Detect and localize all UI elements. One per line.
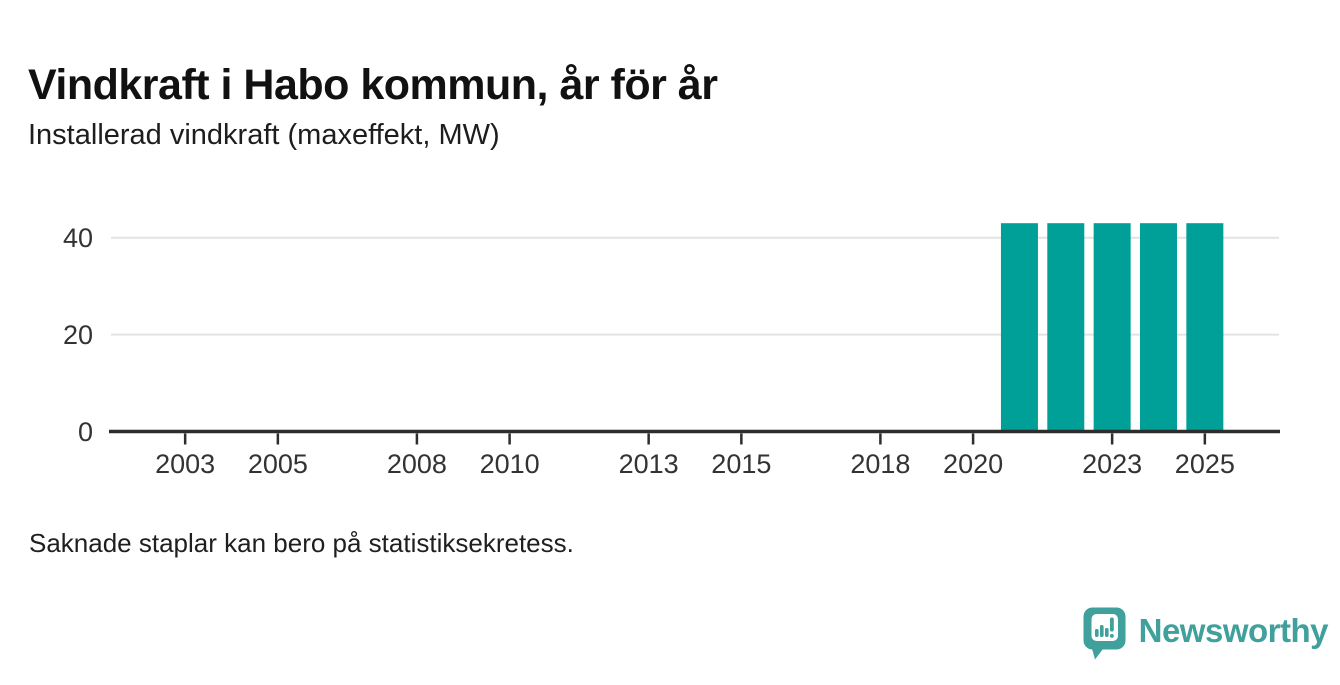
x-tick-label-2015: 2015 <box>711 449 771 479</box>
bar-2025[interactable] <box>1186 223 1224 432</box>
bar-2024[interactable] <box>1139 223 1177 432</box>
x-tick-label-2023: 2023 <box>1082 449 1142 479</box>
logo-bar-1 <box>1094 628 1099 637</box>
logo-bar-2 <box>1099 624 1104 637</box>
newsworthy-wordmark: Newsworthy <box>1138 611 1329 649</box>
x-tick-label-2013: 2013 <box>619 449 679 479</box>
logo-exclamation-dot <box>1109 633 1114 638</box>
x-tick-label-2025: 2025 <box>1175 449 1235 479</box>
x-tick-label-2003: 2003 <box>155 449 215 479</box>
logo-exclamation-bar <box>1109 617 1114 631</box>
x-tick-label-2010: 2010 <box>480 449 540 479</box>
y-tick-label-40: 40 <box>63 223 93 253</box>
bar-2023[interactable] <box>1093 223 1131 432</box>
x-tick-label-2020: 2020 <box>943 449 1003 479</box>
chart-subtitle: Installerad vindkraft (maxeffekt, MW) <box>28 119 500 151</box>
bar-2022[interactable] <box>1047 223 1085 432</box>
chart-title: Vindkraft i Habo kommun, år för år <box>28 60 718 109</box>
y-tick-label-20: 20 <box>63 320 93 350</box>
bar-2021[interactable] <box>1000 223 1038 432</box>
x-tick-label-2008: 2008 <box>387 449 447 479</box>
y-tick-label-0: 0 <box>78 417 93 447</box>
logo-bar-3 <box>1104 627 1109 637</box>
chart-footnote: Saknade staplar kan bero på statistiksek… <box>29 528 574 558</box>
x-tick-label-2005: 2005 <box>248 449 308 479</box>
logo-inner-card <box>1091 613 1118 641</box>
logo-bubble-tail <box>1090 644 1106 659</box>
newsworthy-logo-icon <box>1083 607 1126 659</box>
newsworthy-brand: Newsworthy <box>1083 606 1329 660</box>
x-tick-label-2018: 2018 <box>850 449 910 479</box>
